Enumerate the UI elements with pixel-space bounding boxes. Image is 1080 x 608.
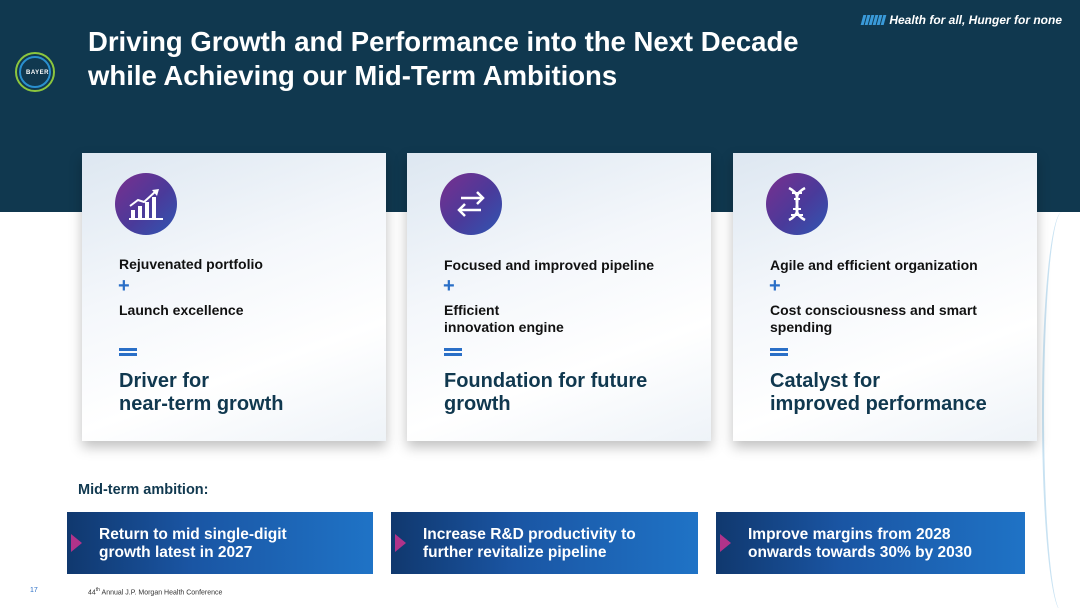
ambition-bar-growth: Return to mid single-digit growth latest… <box>67 512 373 574</box>
conference-title: Annual J.P. Morgan Health Conference <box>99 589 223 597</box>
equals-icon <box>444 347 462 357</box>
bayer-logo-icon: BAYER <box>15 52 55 92</box>
card-line2b: spending <box>770 319 833 335</box>
card-growth: Rejuvenated portfolio + Launch excellenc… <box>82 153 386 441</box>
ambition-text-line2: onwards towards 30% by 2030 <box>748 544 972 561</box>
card-result-line1: Driver for <box>119 370 210 392</box>
stripes-icon <box>860 15 887 25</box>
plus-icon: + <box>118 275 130 297</box>
card-result-line2: growth <box>444 393 511 415</box>
card-result: Catalyst for improved performance <box>770 370 1035 416</box>
conference-name: 44th Annual J.P. Morgan Health Conferenc… <box>88 587 222 596</box>
page-title-line2: while Achieving our Mid-Term Ambitions <box>88 60 618 91</box>
chevron-right-icon <box>71 534 82 552</box>
chevron-right-icon <box>395 534 406 552</box>
ambition-text-line2: growth latest in 2027 <box>99 544 253 561</box>
ambition-text: Increase R&D productivity to further rev… <box>423 526 695 562</box>
growth-chart-icon <box>115 173 177 235</box>
dna-icon <box>766 173 828 235</box>
card-result-line1: Foundation for future <box>444 370 648 392</box>
plus-icon: + <box>769 275 781 297</box>
card-line2b: innovation engine <box>444 319 564 335</box>
chevron-right-icon <box>720 534 731 552</box>
equals-icon <box>119 347 137 357</box>
ambition-text-line1: Improve margins from 2028 <box>748 526 951 543</box>
ambition-text-line1: Increase R&D productivity to <box>423 526 636 543</box>
page-title: Driving Growth and Performance into the … <box>88 25 908 93</box>
card-result: Foundation for future growth <box>444 370 709 416</box>
exchange-arrows-icon <box>440 173 502 235</box>
plus-icon: + <box>443 275 455 297</box>
card-line2a: Efficient <box>444 302 500 318</box>
ambition-text-line2: further revitalize pipeline <box>423 544 607 561</box>
conference-ordinal-suffix: th <box>95 587 100 593</box>
ambition-label: Mid-term ambition: <box>78 482 209 498</box>
logo-text-horizontal: BAYER <box>26 70 49 76</box>
ambition-bar-rnd: Increase R&D productivity to further rev… <box>391 512 698 574</box>
card-result-line1: Catalyst for <box>770 370 881 392</box>
card-line2: Launch excellence <box>119 302 244 318</box>
conference-ordinal: 44 <box>88 589 96 597</box>
card-result-line2: improved performance <box>770 393 987 415</box>
card-line1: Agile and efficient organization <box>770 257 978 273</box>
card-line1: Rejuvenated portfolio <box>119 256 263 272</box>
ambition-bar-margins: Improve margins from 2028 onwards toward… <box>716 512 1025 574</box>
page-number: 17 <box>30 587 38 594</box>
equals-icon <box>770 347 788 357</box>
card-result-line2: near-term growth <box>119 393 284 415</box>
ambition-text-line1: Return to mid single-digit <box>99 526 287 543</box>
tagline-text: Health for all, Hunger for none <box>889 13 1062 27</box>
ambition-text: Return to mid single-digit growth latest… <box>99 526 371 562</box>
card-result: Driver for near-term growth <box>119 370 384 416</box>
card-line2a: Cost consciousness and smart <box>770 302 977 318</box>
decorative-arc <box>1042 212 1080 608</box>
tagline: Health for all, Hunger for none <box>860 12 1062 28</box>
card-line1: Focused and improved pipeline <box>444 257 655 273</box>
ambition-text: Improve margins from 2028 onwards toward… <box>748 526 1020 562</box>
card-pipeline: Focused and improved pipeline + Efficien… <box>407 153 711 441</box>
page-title-line1: Driving Growth and Performance into the … <box>88 26 799 57</box>
card-performance: Agile and efficient organization + Cost … <box>733 153 1037 441</box>
